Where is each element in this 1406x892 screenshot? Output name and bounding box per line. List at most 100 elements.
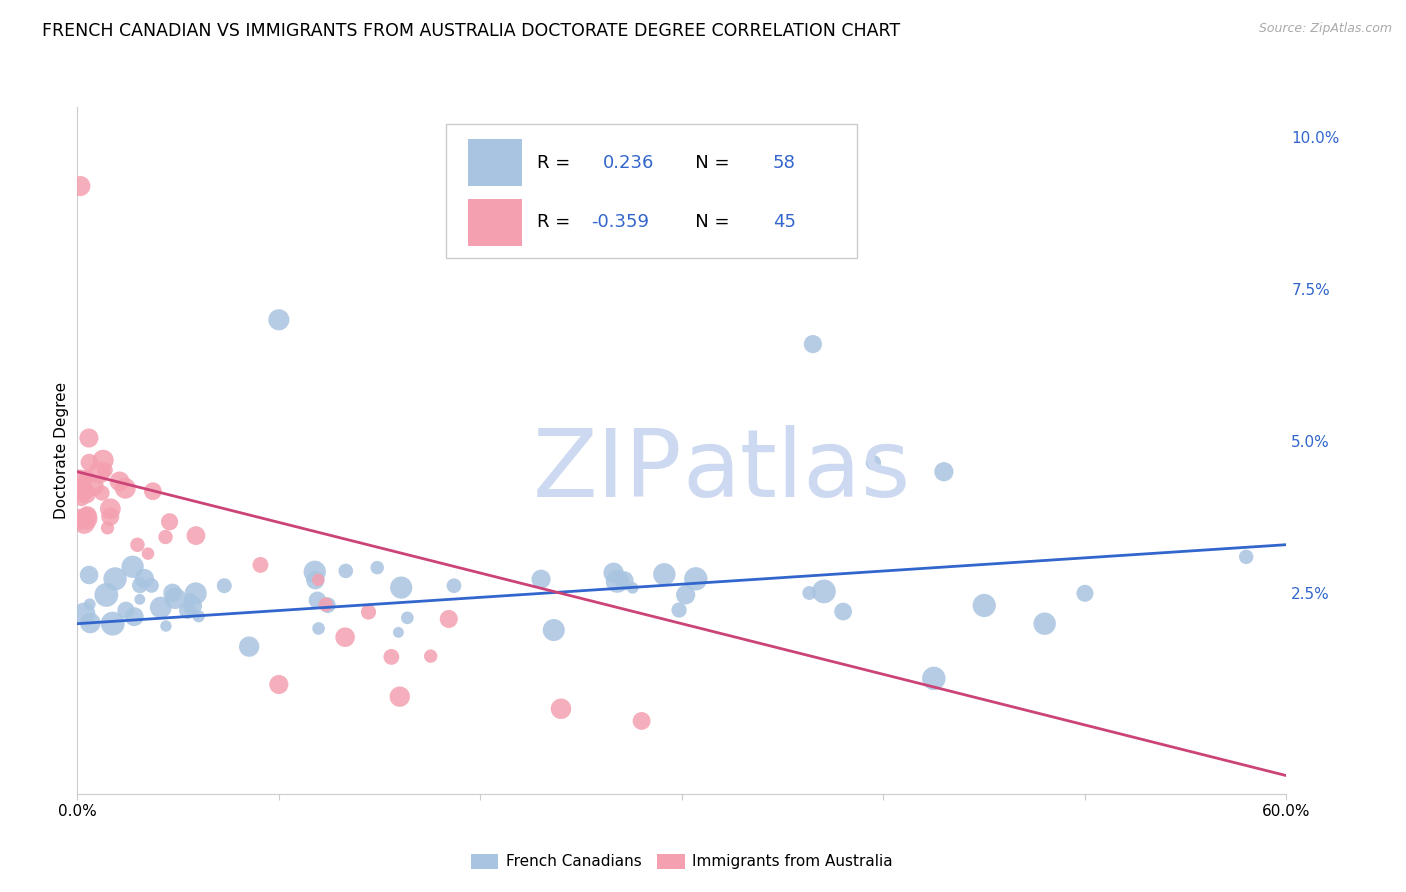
- Point: [267, 677, 290, 691]
- Point: [134, 572, 156, 586]
- Point: [333, 630, 356, 644]
- Point: [77, 431, 100, 445]
- Point: [69, 179, 91, 194]
- Point: [862, 456, 884, 470]
- Point: [176, 603, 198, 617]
- Point: [249, 558, 271, 572]
- Point: [179, 592, 201, 607]
- Point: [443, 579, 465, 593]
- Point: [621, 581, 644, 595]
- Point: [73, 516, 96, 530]
- Point: [69, 470, 91, 484]
- Point: [79, 615, 101, 630]
- Point: [159, 515, 181, 529]
- Point: [165, 591, 187, 606]
- Point: [357, 605, 380, 619]
- Point: [98, 501, 121, 516]
- Point: [366, 560, 388, 574]
- Point: [108, 475, 131, 489]
- Point: [142, 484, 165, 499]
- Legend: French Canadians, Immigrants from Australia: French Canadians, Immigrants from Austra…: [465, 847, 898, 876]
- Point: [685, 572, 707, 586]
- Point: [813, 584, 835, 599]
- Point: [652, 567, 675, 582]
- Point: [396, 611, 419, 625]
- Point: [304, 573, 326, 587]
- Point: [94, 463, 117, 477]
- Point: [530, 572, 553, 586]
- Point: [101, 616, 124, 631]
- Point: [77, 568, 100, 582]
- Point: [380, 649, 402, 664]
- Point: [214, 579, 236, 593]
- Point: [184, 528, 207, 542]
- Point: [307, 593, 329, 607]
- Point: [437, 612, 460, 626]
- Point: [1234, 549, 1257, 564]
- FancyBboxPatch shape: [446, 124, 858, 258]
- Point: [98, 509, 121, 524]
- Point: [70, 491, 93, 506]
- Point: [73, 607, 96, 621]
- Point: [606, 574, 628, 589]
- Point: [187, 609, 209, 624]
- Point: [932, 465, 955, 479]
- Point: [72, 483, 94, 498]
- FancyBboxPatch shape: [468, 199, 522, 246]
- Point: [922, 672, 945, 686]
- Point: [115, 603, 138, 617]
- Text: R =: R =: [537, 213, 576, 231]
- Point: [73, 483, 96, 497]
- Point: [121, 559, 143, 574]
- Point: [90, 486, 112, 500]
- Point: [387, 625, 409, 640]
- Point: [136, 547, 159, 561]
- Point: [69, 512, 91, 526]
- Text: -0.359: -0.359: [592, 213, 650, 231]
- Point: [1074, 586, 1097, 600]
- Text: ZIP: ZIP: [533, 425, 682, 517]
- Point: [550, 702, 572, 716]
- Point: [96, 588, 118, 602]
- Point: [104, 572, 127, 586]
- Point: [630, 714, 652, 728]
- Point: [79, 597, 101, 611]
- Text: Source: ZipAtlas.com: Source: ZipAtlas.com: [1258, 22, 1392, 36]
- Point: [93, 465, 115, 479]
- Point: [141, 578, 163, 592]
- Point: [91, 453, 114, 467]
- Point: [304, 565, 326, 579]
- Point: [149, 600, 172, 615]
- Text: N =: N =: [678, 153, 735, 171]
- Point: [602, 566, 624, 580]
- Text: N =: N =: [678, 213, 735, 231]
- Point: [832, 605, 855, 619]
- Point: [267, 312, 290, 326]
- Point: [122, 609, 145, 624]
- Point: [388, 690, 411, 704]
- Point: [77, 455, 100, 469]
- Point: [72, 475, 94, 490]
- Point: [83, 479, 105, 493]
- Point: [96, 521, 118, 535]
- Point: [89, 466, 111, 480]
- Text: atlas: atlas: [682, 425, 910, 517]
- Point: [238, 640, 260, 654]
- Point: [184, 586, 207, 600]
- Point: [419, 649, 441, 664]
- Point: [973, 599, 995, 613]
- Point: [389, 581, 412, 595]
- Text: 0.236: 0.236: [603, 153, 655, 171]
- Point: [76, 508, 98, 523]
- Point: [801, 337, 824, 351]
- Point: [155, 530, 177, 544]
- Point: [76, 470, 98, 484]
- Text: FRENCH CANADIAN VS IMMIGRANTS FROM AUSTRALIA DOCTORATE DEGREE CORRELATION CHART: FRENCH CANADIAN VS IMMIGRANTS FROM AUSTR…: [42, 22, 900, 40]
- Point: [543, 623, 565, 637]
- Point: [613, 574, 636, 588]
- Point: [114, 481, 136, 495]
- FancyBboxPatch shape: [468, 139, 522, 186]
- Y-axis label: Doctorate Degree: Doctorate Degree: [53, 382, 69, 519]
- Point: [75, 469, 97, 483]
- Point: [127, 538, 149, 552]
